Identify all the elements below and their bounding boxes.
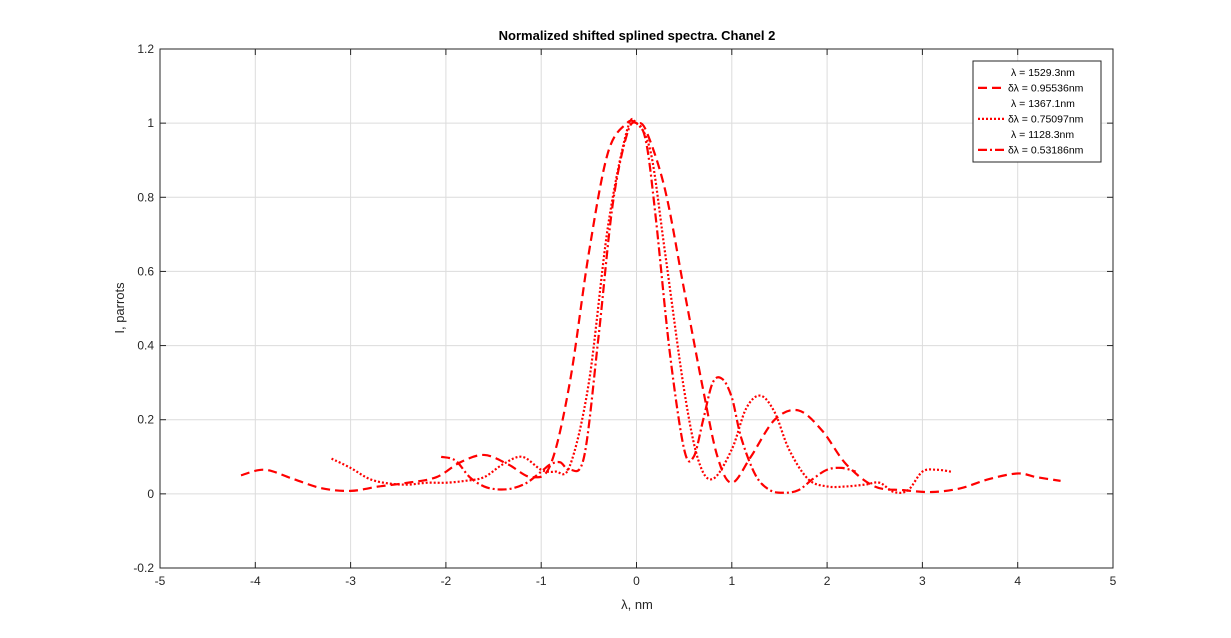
y-tick-label: 0.2 xyxy=(137,413,154,427)
y-tick-label: 0 xyxy=(147,487,154,501)
legend-entry-label: δλ = 0.75097nm xyxy=(1008,113,1084,125)
x-tick-label: 4 xyxy=(1014,574,1021,588)
x-tick-label: -3 xyxy=(345,574,356,588)
x-tick-label: -1 xyxy=(536,574,547,588)
series-line-1 xyxy=(240,119,1061,494)
y-tick-label: 0.8 xyxy=(137,190,154,204)
x-tick-label: 5 xyxy=(1110,574,1117,588)
x-tick-label: 1 xyxy=(728,574,735,588)
y-tick-label: 1 xyxy=(147,116,154,130)
x-axis-label: λ, nm xyxy=(621,597,653,612)
x-tick-label: 0 xyxy=(633,574,640,588)
legend-box xyxy=(972,60,1102,163)
x-tick-label: -4 xyxy=(250,574,261,588)
x-tick-label: -2 xyxy=(441,574,452,588)
y-tick-label: 0.4 xyxy=(137,339,154,353)
legend-entry-label: δλ = 0.95536nm xyxy=(1008,82,1084,94)
legend-entry-label: λ = 1128.3nm xyxy=(1011,129,1074,141)
x-tick-label: 3 xyxy=(919,574,926,588)
legend: λ = 1529.3nm δλ = 0.95536nm λ = 1367.1nm δλ… xyxy=(972,60,1102,163)
series-line-3 xyxy=(440,121,856,494)
y-tick-label: -0.2 xyxy=(133,561,154,575)
y-tick-label: 0.6 xyxy=(137,264,154,278)
legend-entry-label: λ = 1529.3nm xyxy=(1011,67,1075,79)
legend-entry-label: λ = 1367.1nm xyxy=(1011,98,1075,110)
x-tick-label: -5 xyxy=(155,574,166,588)
x-tick-label: 2 xyxy=(824,574,831,588)
y-tick-label: 1.2 xyxy=(137,42,154,56)
plot-area: -5 -4 -3 -2 -1 0 1 2 3 4 5 -0.2 0 0.2 0.4 0.6 0.8 1 1.2 xyxy=(133,42,1116,588)
y-axis-label: I, parrots xyxy=(112,282,127,334)
chart-title: Normalized shifted splined spectra. Chan… xyxy=(499,28,776,43)
series-line-2 xyxy=(331,117,952,494)
legend-entry-label: δλ = 0.53186nm xyxy=(1008,144,1084,156)
